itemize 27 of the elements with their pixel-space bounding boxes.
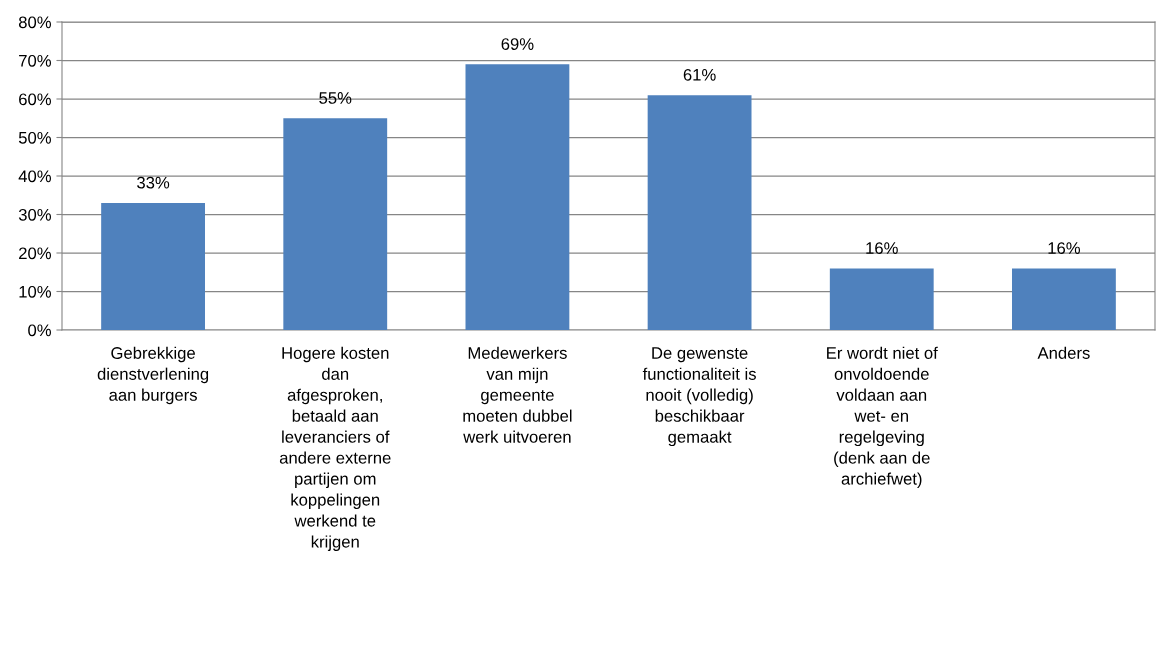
y-tick-label: 50% — [18, 131, 51, 144]
bar — [829, 268, 934, 330]
bar — [1012, 268, 1116, 330]
y-tick-label: 20% — [19, 247, 51, 260]
y-tick-label: 30% — [18, 208, 51, 221]
data-label: 61% — [683, 68, 716, 81]
y-tick-label: 40% — [18, 170, 51, 183]
x-tick-label: Gebrekkige dienstverlening aan burgers — [97, 346, 209, 405]
y-tick-label: 70% — [19, 54, 51, 67]
bar — [465, 64, 570, 330]
bar — [283, 118, 388, 330]
x-tick-label: Er wordt niet of onvoldoende voldaan aan wet- en regelgeving (denk aan de archiefwet) — [827, 346, 938, 489]
y-tick-label: 10% — [19, 285, 51, 298]
data-label: 69% — [501, 38, 534, 50]
category-label: Hogere kosten dan afgesproken, betaald aan leveranciers of andere externe partijen om koppelingen werkend te krijgen — [279, 346, 391, 551]
data-label: 16% — [1048, 242, 1080, 254]
x-tick-label: De gewenste functionaliteit is nooit (volledig) beschikbaar gemaakt — [642, 347, 756, 447]
y-tick-label: 80% — [18, 16, 51, 29]
bar — [101, 202, 205, 330]
data-label: 55% — [319, 92, 352, 104]
data-label: 16% — [866, 242, 898, 254]
x-tick-label: Medewerkers van mijn gemeente moeten dubbel werk uitvoeren — [463, 346, 572, 443]
bar — [647, 95, 752, 330]
x-tick-label: Anders — [1037, 346, 1090, 359]
y-tick-label: 0% — [28, 324, 51, 337]
y-tick-label: 60% — [19, 93, 51, 106]
data-label: 33% — [137, 176, 170, 189]
